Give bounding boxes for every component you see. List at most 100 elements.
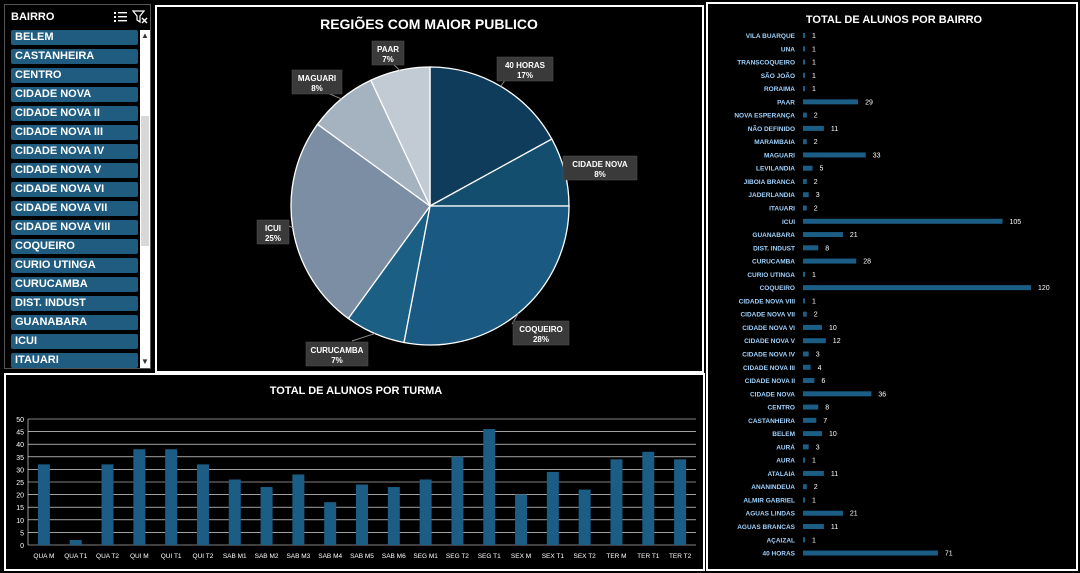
turma-bar: [165, 449, 178, 545]
x-tick-label: SEG T1: [478, 553, 501, 560]
bar-value-label: 10: [829, 431, 837, 438]
x-tick-label: TER T2: [669, 553, 692, 560]
turma-bar: [642, 451, 655, 545]
y-category-label: 40 HORAS: [762, 551, 795, 558]
pie-slice-label: CIDADE NOVA: [572, 160, 628, 169]
bar-value-label: 3: [816, 444, 820, 451]
slicer-item[interactable]: CURIO UTINGA: [11, 258, 138, 273]
slicer-item[interactable]: BELEM: [11, 30, 138, 45]
turma-bar: [101, 464, 114, 545]
x-tick-label: QUA T2: [96, 553, 119, 560]
slicer-item[interactable]: CURUCAMBA: [11, 277, 138, 292]
turma-bar-chart: TOTAL DE ALUNOS POR TURMA 0 5 10 15 20 25 30 35…: [16, 385, 696, 560]
bairro-bar: [803, 139, 807, 145]
turma-bar: [387, 487, 400, 545]
slicer-item[interactable]: CIDADE NOVA IV: [11, 144, 138, 159]
slicer-item[interactable]: COQUEIRO: [11, 239, 138, 254]
bairro-bar: [803, 72, 805, 78]
bar-value-label: 3: [816, 351, 820, 358]
slicer-item[interactable]: CASTANHEIRA: [11, 49, 138, 64]
bairro-bar: [803, 470, 824, 476]
bairro-bar: [803, 523, 824, 529]
pie-chart-panel: REGIÕES COM MAIOR PUBLICO 40 HORAS 17% CID…: [155, 5, 704, 373]
y-category-label: CIDADE NOVA IV: [742, 351, 795, 358]
y-category-label: PAAR: [777, 99, 795, 106]
y-tick-label: 25: [16, 480, 24, 487]
y-tick-label: 35: [16, 455, 24, 462]
bairro-bar: [803, 537, 805, 543]
bar-value-label: 1: [812, 60, 816, 67]
bairro-bar: [803, 510, 843, 516]
slicer-item[interactable]: CIDADE NOVA: [11, 87, 138, 102]
x-tick-label: SEX T1: [542, 553, 565, 560]
bairro-bar: [803, 232, 843, 238]
slicer-item[interactable]: GUANABARA: [11, 315, 138, 330]
bar-value-label: 120: [1038, 285, 1050, 292]
y-category-label: CURUCAMBA: [752, 259, 795, 266]
slicer-scrollbar[interactable]: ▲ ▼: [140, 30, 150, 368]
x-tick-label: QUI T2: [193, 553, 214, 560]
clear-filter-icon[interactable]: [132, 9, 148, 25]
bairro-bar: [803, 59, 805, 65]
y-tick-label: 20: [16, 493, 24, 500]
multi-select-icon[interactable]: [113, 9, 129, 25]
slicer-item[interactable]: ITAUARI: [11, 353, 138, 368]
bairro-bar: [803, 497, 805, 503]
slicer-item[interactable]: CIDADE NOVA II: [11, 106, 138, 121]
bairro-bar-chart: TOTAL DE ALUNOS POR BAIRRO VILA BUARQUE 1…: [734, 14, 1050, 558]
bar-value-label: 1: [812, 497, 816, 504]
y-category-label: ATALAIA: [767, 471, 795, 478]
x-tick-label: SEX T2: [574, 553, 597, 560]
bar-value-label: 21: [850, 232, 858, 239]
bar-value-label: 71: [945, 551, 953, 558]
y-category-label: CIDADE NOVA VIII: [739, 298, 796, 305]
bairro-bar: [803, 112, 807, 118]
slicer-title: BAIRRO: [11, 11, 55, 23]
turma-bar: [228, 479, 241, 545]
bairro-bar: [803, 550, 938, 556]
pie-slice-label: COQUEIRO: [519, 325, 563, 334]
bar-value-label: 12: [833, 338, 841, 345]
turma-bar: [133, 449, 146, 545]
scroll-thumb[interactable]: [141, 116, 149, 246]
bar-value-label: 1: [812, 86, 816, 93]
y-category-label: ICUI: [782, 219, 795, 226]
bar-value-label: 1: [812, 458, 816, 465]
bairro-bar: [803, 218, 1003, 224]
slicer-item-list: BELEM CASTANHEIRA CENTRO CIDADE NOVA CIDADE …: [11, 30, 138, 368]
y-tick-label: 10: [16, 518, 24, 525]
slicer-item[interactable]: CIDADE NOVA VI: [11, 182, 138, 197]
bar-value-label: 21: [850, 511, 858, 518]
bairro-slicer: BAIRRO BELEM CASTANHEIRA CENTRO CIDADE NOVA…: [4, 4, 151, 369]
slicer-item[interactable]: DIST. INDUST: [11, 296, 138, 311]
slicer-item[interactable]: CIDADE NOVA III: [11, 125, 138, 140]
scroll-down-icon[interactable]: ▼: [141, 357, 149, 366]
pie-slice: [290, 123, 431, 320]
slicer-header: BAIRRO: [5, 5, 150, 29]
slicer-item[interactable]: CIDADE NOVA VIII: [11, 220, 138, 235]
turma-bar: [260, 487, 273, 545]
x-tick-label: TER T1: [637, 553, 660, 560]
x-tick-label: QUA M: [33, 553, 54, 560]
slicer-item[interactable]: CIDADE NOVA V: [11, 163, 138, 178]
y-category-label: AGUAS LINDAS: [746, 511, 796, 518]
turma-bar: [69, 539, 82, 545]
y-category-label: AURÁ: [776, 442, 795, 451]
y-category-label: NÃO DEFINIDO: [748, 124, 795, 133]
slicer-item[interactable]: ICUI: [11, 334, 138, 349]
bar-value-label: 6: [821, 378, 825, 385]
pie-label-box: [256, 219, 290, 245]
turma-bar: [324, 502, 337, 545]
pie-slice: [369, 66, 431, 207]
bar-value-label: 2: [814, 484, 818, 491]
y-category-label: CURIO UTINGA: [747, 272, 795, 279]
bairro-bar: [803, 258, 857, 264]
bar-value-label: 2: [814, 179, 818, 186]
x-tick-label: SAB M5: [350, 553, 374, 560]
slicer-item[interactable]: CENTRO: [11, 68, 138, 83]
x-tick-label: SEG T2: [446, 553, 469, 560]
bairro-bar: [803, 285, 1031, 291]
scroll-up-icon[interactable]: ▲: [141, 31, 149, 40]
pie-label-box: [291, 69, 343, 95]
slicer-item[interactable]: CIDADE NOVA VII: [11, 201, 138, 216]
